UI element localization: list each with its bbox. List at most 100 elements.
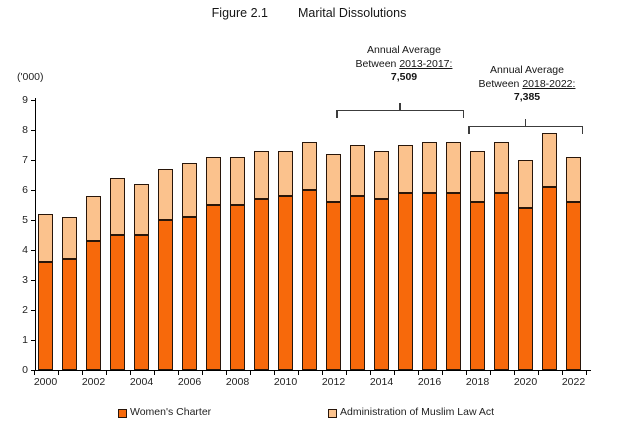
y-axis-line — [35, 98, 36, 371]
bar-2011-womens-charter — [302, 190, 317, 370]
bar-2015-womens-charter — [398, 193, 413, 370]
bar-2009-amla — [254, 151, 269, 199]
y-axis-tick-label-0: 0 — [22, 364, 28, 376]
x-axis-tick-18 — [465, 371, 467, 375]
bar-2009-womens-charter — [254, 199, 269, 370]
bar-2005-amla — [158, 169, 173, 220]
bar-2016-womens-charter — [422, 193, 437, 370]
bar-2002-womens-charter — [86, 241, 101, 370]
figure-label: Figure 2.1 — [211, 6, 268, 20]
y-axis-tick-0 — [31, 370, 36, 371]
bar-2001-womens-charter — [62, 259, 77, 370]
x-axis-tick-21 — [537, 371, 539, 375]
bar-2013-womens-charter — [350, 196, 365, 370]
x-axis-label-2020: 2020 — [513, 376, 538, 388]
x-axis-line — [33, 370, 591, 371]
x-axis-label-2004: 2004 — [129, 376, 154, 388]
bar-2019-amla — [494, 142, 509, 193]
chart-title: Figure 2.1 Marital Dissolutions — [0, 6, 618, 20]
y-axis-tick-6 — [31, 190, 36, 191]
bar-2014-amla — [374, 151, 389, 199]
y-axis-tick-label-5: 5 — [22, 214, 28, 226]
annotation-2013-2017-line1: Annual Average — [367, 44, 441, 56]
bar-2007-womens-charter — [206, 205, 221, 370]
annotation-2018-2022-line2: Between 2018-2022: — [478, 77, 576, 90]
x-axis-tick-14 — [369, 371, 371, 375]
x-axis-tick-22 — [561, 371, 563, 375]
bar-2006-womens-charter — [182, 217, 197, 370]
bar-2018-amla — [470, 151, 485, 202]
bar-2012-womens-charter — [326, 202, 341, 370]
x-axis-tick-6 — [177, 371, 179, 375]
bracket-2013-2017 — [336, 102, 464, 119]
x-axis-tick-15 — [393, 371, 395, 375]
x-axis-tick-1 — [57, 371, 59, 375]
bar-2017-womens-charter — [446, 193, 461, 370]
x-axis-tick-13 — [345, 371, 347, 375]
legend-swatch-amla — [328, 409, 337, 418]
bar-2012-amla — [326, 154, 341, 202]
x-axis-tick-20 — [513, 371, 515, 375]
y-axis-tick-2 — [31, 310, 36, 311]
y-axis-tick-7 — [31, 160, 36, 161]
bar-2022-womens-charter — [566, 202, 581, 370]
bar-2017-amla — [446, 142, 461, 193]
bar-2008-womens-charter — [230, 205, 245, 370]
annotation-2013-2017-line2: Between 2013-2017: — [355, 57, 453, 70]
annotation-2018-2022-line1: Annual Average — [490, 64, 564, 76]
bar-2000-amla — [38, 214, 53, 262]
bar-2022-amla — [566, 157, 581, 202]
annotation-2018-2022-value: 7,385 — [513, 91, 541, 103]
bar-2010-amla — [278, 151, 293, 196]
y-axis-tick-label-3: 3 — [22, 274, 28, 286]
x-axis-tick-4 — [129, 371, 131, 375]
bar-2013-amla — [350, 145, 365, 196]
x-axis-label-2022: 2022 — [561, 376, 586, 388]
bar-2007-amla — [206, 157, 221, 205]
y-axis-tick-3 — [31, 280, 36, 281]
x-axis-tick-7 — [201, 371, 203, 375]
bracket-2018-2022-pointer — [524, 118, 527, 126]
x-axis-tick-5 — [153, 371, 155, 375]
y-axis-tick-4 — [31, 250, 36, 251]
bar-2003-amla — [110, 178, 125, 235]
bar-2002-amla — [86, 196, 101, 241]
bar-2021-amla — [542, 133, 557, 187]
x-axis-tick-8 — [225, 371, 227, 375]
x-axis-label-2000: 2000 — [33, 376, 58, 388]
x-axis-label-2002: 2002 — [81, 376, 106, 388]
bar-2001-amla — [62, 217, 77, 259]
x-axis-tick-0 — [33, 371, 35, 375]
bar-2021-womens-charter — [542, 187, 557, 370]
x-axis-label-2018: 2018 — [465, 376, 490, 388]
legend-swatch-womens-charter — [118, 409, 127, 418]
y-axis-tick-label-6: 6 — [22, 184, 28, 196]
bar-2015-amla — [398, 145, 413, 193]
bar-2019-womens-charter — [494, 193, 509, 370]
bar-2020-amla — [518, 160, 533, 208]
bar-2005-womens-charter — [158, 220, 173, 370]
x-axis-tick-17 — [441, 371, 443, 375]
annotation-2013-2017-value: 7,509 — [390, 71, 418, 83]
bar-2014-womens-charter — [374, 199, 389, 370]
x-axis-tick-3 — [105, 371, 107, 375]
bar-2004-womens-charter — [134, 235, 149, 370]
bar-2018-womens-charter — [470, 202, 485, 370]
x-axis-label-2008: 2008 — [225, 376, 250, 388]
legend-label-amla: Administration of Muslim Law Act — [340, 406, 495, 418]
x-axis-label-2014: 2014 — [369, 376, 394, 388]
x-axis-tick-9 — [249, 371, 251, 375]
y-axis-tick-9 — [31, 100, 36, 101]
y-axis-unit-label: ('000) — [17, 71, 44, 83]
legend-label-womens-charter: Women's Charter — [130, 406, 212, 418]
bar-2006-amla — [182, 163, 197, 217]
x-axis-tick-19 — [489, 371, 491, 375]
x-axis-label-2016: 2016 — [417, 376, 442, 388]
y-axis-tick-8 — [31, 130, 36, 131]
bar-2020-womens-charter — [518, 208, 533, 370]
y-axis-tick-5 — [31, 220, 36, 221]
chart-title-text: Marital Dissolutions — [297, 6, 407, 20]
y-axis-tick-1 — [31, 340, 36, 341]
bar-2003-womens-charter — [110, 235, 125, 370]
